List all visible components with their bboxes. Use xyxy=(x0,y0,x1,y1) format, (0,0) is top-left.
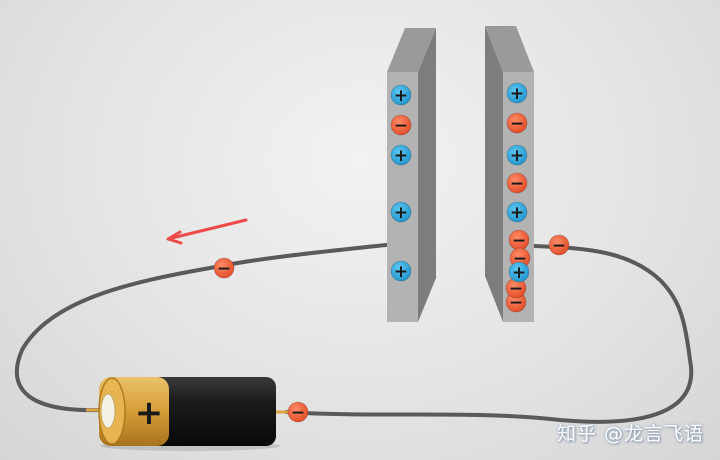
left-plate-charges: + − + + + xyxy=(390,84,412,282)
negative-charge: − xyxy=(505,291,527,313)
positive-charge: + xyxy=(508,261,530,283)
battery: + xyxy=(98,377,280,451)
battery-body xyxy=(150,377,276,446)
negative-charge: − xyxy=(506,112,528,134)
svg-text:+: + xyxy=(510,84,524,104)
positive-charge: + xyxy=(506,201,528,223)
negative-charge: − xyxy=(505,277,527,299)
wire-electron: − xyxy=(548,234,570,256)
left-plate-top xyxy=(387,28,436,72)
battery-nub xyxy=(100,393,116,429)
positive-charge: + xyxy=(390,201,412,223)
svg-text:+: + xyxy=(510,146,524,166)
wire-electron: − xyxy=(213,257,235,279)
positive-charge: + xyxy=(390,260,412,282)
right-plate-top xyxy=(485,26,534,72)
svg-text:+: + xyxy=(394,203,408,223)
positive-charge: + xyxy=(390,84,412,106)
svg-text:−: − xyxy=(512,231,526,251)
current-direction-arrow xyxy=(166,218,248,245)
left-plate-side xyxy=(418,28,436,322)
svg-text:−: − xyxy=(509,293,523,313)
svg-text:−: − xyxy=(217,259,231,279)
wire-electrons: −−− xyxy=(213,234,570,423)
circuit-wire xyxy=(14,243,694,424)
svg-text:−: − xyxy=(510,174,524,194)
svg-text:−: − xyxy=(552,236,566,256)
positive-charge: + xyxy=(506,144,528,166)
svg-text:−: − xyxy=(509,279,523,299)
svg-text:−: − xyxy=(394,116,408,136)
svg-text:+: + xyxy=(394,262,408,282)
negative-charge: − xyxy=(390,114,412,136)
negative-charge: − xyxy=(506,172,528,194)
positive-charge: + xyxy=(506,82,528,104)
svg-text:+: + xyxy=(394,86,408,106)
right-plate-side xyxy=(485,26,503,322)
left-plate-face xyxy=(387,72,418,322)
svg-text:+: + xyxy=(512,263,526,283)
right-plate-charges: +−+−+−−−−+ xyxy=(505,82,531,313)
watermark: 知乎 @龙言飞语 xyxy=(556,423,704,445)
svg-text:+: + xyxy=(394,146,408,166)
positive-charge: + xyxy=(390,144,412,166)
svg-text:+: + xyxy=(510,203,524,223)
svg-text:−: − xyxy=(510,114,524,134)
battery-plus-label: + xyxy=(135,393,164,433)
wire-electron: − xyxy=(287,401,309,423)
svg-text:−: − xyxy=(291,403,305,423)
